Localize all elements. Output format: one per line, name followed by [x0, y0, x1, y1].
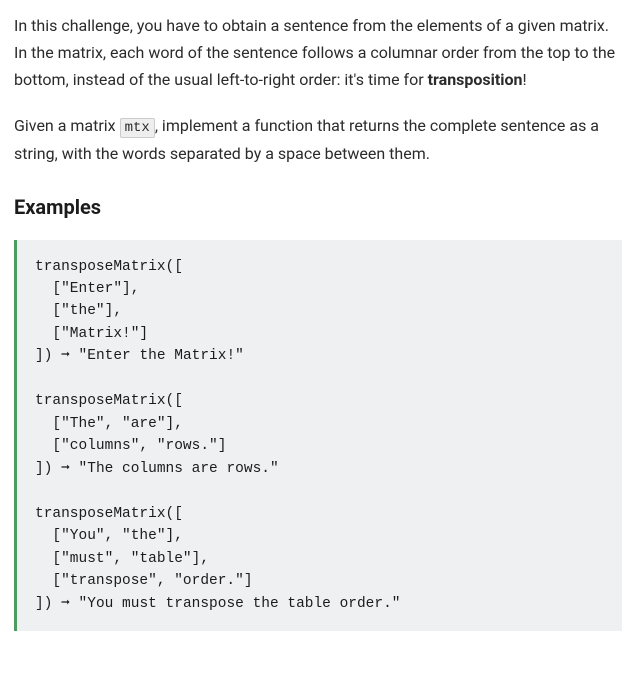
examples-code-block: transposeMatrix([ ["Enter"], ["the"], ["…: [14, 240, 622, 632]
intro-text-post: !: [523, 70, 527, 89]
intro-strong: transposition: [428, 70, 523, 89]
inline-code-mtx: mtx: [120, 118, 155, 138]
intro2-text-pre: Given a matrix: [14, 116, 120, 135]
examples-heading: Examples: [14, 190, 622, 224]
intro-paragraph-2: Given a matrix mtx, implement a function…: [14, 112, 622, 168]
intro-paragraph-1: In this challenge, you have to obtain a …: [14, 12, 622, 94]
